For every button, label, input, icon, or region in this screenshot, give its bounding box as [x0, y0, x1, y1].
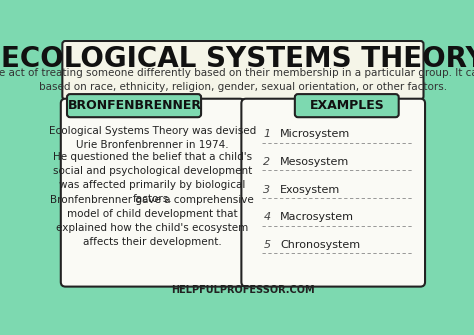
FancyBboxPatch shape — [61, 99, 245, 287]
FancyBboxPatch shape — [295, 94, 399, 117]
FancyBboxPatch shape — [241, 99, 425, 287]
Text: 3: 3 — [264, 185, 271, 195]
Text: Ecological Systems Theory was devised
Urie Bronfenbrenner in 1974.: Ecological Systems Theory was devised Ur… — [49, 126, 256, 150]
Text: Exosystem: Exosystem — [280, 185, 340, 195]
Text: Mesosystem: Mesosystem — [280, 157, 349, 167]
FancyBboxPatch shape — [67, 94, 201, 117]
Text: The act of treating someone differently based on their membership in a particula: The act of treating someone differently … — [0, 68, 474, 92]
Text: 4: 4 — [264, 212, 271, 222]
Text: 2: 2 — [264, 157, 271, 167]
Text: 1: 1 — [264, 129, 271, 139]
Text: Macrosystem: Macrosystem — [280, 212, 354, 222]
Text: Chronosystem: Chronosystem — [280, 240, 360, 250]
Text: ECOLOGICAL SYSTEMS THEORY: ECOLOGICAL SYSTEMS THEORY — [0, 45, 474, 73]
Text: BRONFENBRENNER: BRONFENBRENNER — [67, 99, 201, 112]
Text: Bronfenbrenner gave a comprehensive
model of child development that
explained ho: Bronfenbrenner gave a comprehensive mode… — [50, 195, 254, 247]
Text: HELPFULPROFESSOR.COM: HELPFULPROFESSOR.COM — [171, 285, 315, 295]
Text: He questioned the belief that a child's
social and psychological development
was: He questioned the belief that a child's … — [53, 152, 252, 204]
Text: Microsystem: Microsystem — [280, 129, 350, 139]
Text: EXAMPLES: EXAMPLES — [310, 99, 384, 112]
FancyBboxPatch shape — [63, 41, 423, 99]
Text: 5: 5 — [264, 240, 271, 250]
